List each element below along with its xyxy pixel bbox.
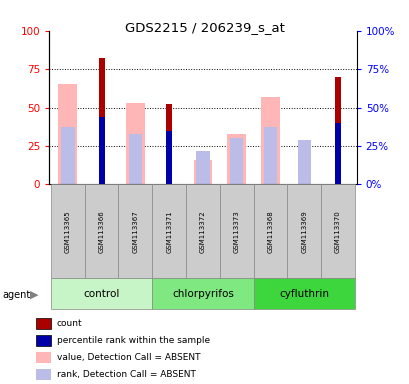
Bar [126,103,144,184]
Text: GDS2215 / 206239_s_at: GDS2215 / 206239_s_at [125,21,284,34]
Text: GSM113366: GSM113366 [98,210,104,253]
Bar [58,84,77,184]
Bar [287,184,320,278]
Bar [253,184,287,278]
Bar [227,134,245,184]
Text: rank, Detection Call = ABSENT: rank, Detection Call = ABSENT [56,370,195,379]
Text: percentile rank within the sample: percentile rank within the sample [56,336,209,345]
Bar [128,134,142,184]
Bar [219,184,253,278]
Bar [166,131,172,184]
Bar [229,138,243,184]
Text: ▶: ▶ [30,290,38,300]
Bar [196,151,209,184]
Bar [186,184,219,278]
Bar [36,352,51,362]
Bar [152,184,186,278]
Bar [36,335,51,346]
Text: control: control [83,289,119,299]
Bar [193,160,212,184]
Bar [36,318,51,329]
Text: GSM113371: GSM113371 [166,210,172,253]
Text: value, Detection Call = ABSENT: value, Detection Call = ABSENT [56,353,200,362]
Text: count: count [56,319,82,328]
Text: GSM113369: GSM113369 [301,210,307,253]
Bar [320,184,354,278]
Bar [334,123,340,184]
Bar [253,278,354,309]
Bar [263,127,276,184]
Text: chlorpyrifos: chlorpyrifos [172,289,233,299]
Bar [51,184,85,278]
Bar [118,184,152,278]
Bar [36,369,51,379]
Bar [85,184,118,278]
Bar [166,104,172,184]
Text: GSM113373: GSM113373 [233,210,239,253]
Bar [334,77,340,184]
Bar [261,97,279,184]
Text: GSM113365: GSM113365 [65,210,71,253]
Text: agent: agent [2,290,30,300]
Bar [98,117,104,184]
Text: GSM113368: GSM113368 [267,210,273,253]
Bar [152,278,253,309]
Text: GSM113367: GSM113367 [132,210,138,253]
Bar [297,140,310,184]
Text: cyfluthrin: cyfluthrin [279,289,328,299]
Text: GSM113370: GSM113370 [334,210,340,253]
Bar [61,127,74,184]
Bar [98,58,104,184]
Bar [51,278,152,309]
Text: GSM113372: GSM113372 [200,210,205,253]
